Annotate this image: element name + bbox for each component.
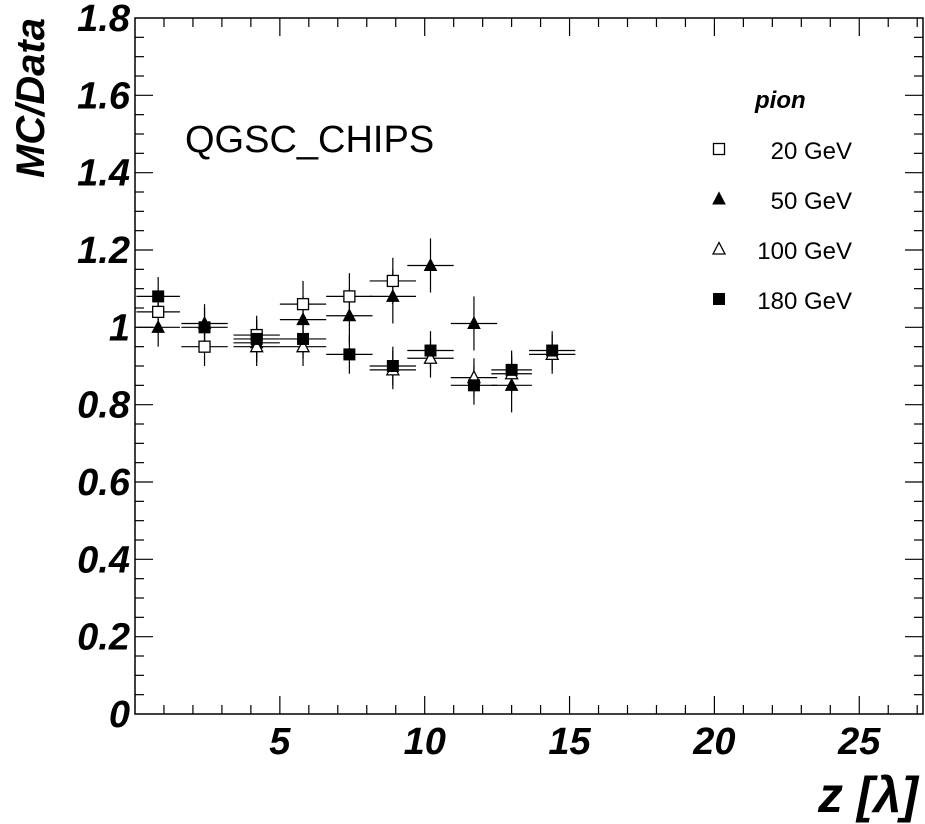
y-tick-label: 1.4 [77,153,130,195]
legend-entry-label: 100 GeV [757,238,852,265]
data-markers [151,257,560,392]
y-tick-label: 1.2 [77,230,130,272]
data-point [152,290,165,303]
data-point [386,360,399,372]
x-axis-label: z [λ] [817,767,920,823]
data-point [423,350,438,364]
legend-title: pion [754,87,806,114]
legend-marker [712,191,726,205]
data-point [198,321,211,334]
legend-entries: 20 GeV 50 GeV 100 GeV 180 GeV [711,138,852,315]
data-point [296,312,310,326]
model-annotation: QGSC_CHIPS [185,119,434,161]
legend: pion 20 GeV 50 GeV 100 GeV 180 GeV [711,87,852,315]
y-tick-label: 1.6 [77,75,131,117]
data-point [151,319,166,333]
data-point [504,377,519,391]
y-tick-label: 1 [109,307,130,349]
legend-entry: 180 GeV [713,288,852,315]
y-tick-label: 0.6 [77,462,131,504]
data-point [249,338,264,353]
y-tick-label: 0.2 [77,617,130,659]
y-tick-label: 0 [109,694,130,736]
data-point [467,379,480,392]
data-point [505,363,518,376]
axis-tick-labels: 5 10 15 20 25 0 0.2 0.4 0.6 0.8 1 1.2 1.4 1.6 1.8 [77,0,881,763]
y-axis-label: MC/Data [9,18,53,178]
x-tick-label: 25 [837,721,881,763]
legend-entry: 50 GeV [712,188,852,215]
x-tick-label: 10 [404,721,446,763]
data-point [423,257,438,271]
data-point [467,315,481,329]
data-point [424,344,437,357]
legend-marker [711,241,727,255]
legend-entry-label: 50 GeV [771,188,852,215]
x-tick-label: 15 [548,721,591,763]
legend-marker [712,142,726,156]
data-point [295,338,311,353]
data-point [546,344,559,357]
y-tick-label: 0.4 [77,539,130,581]
data-point [342,308,357,322]
data-point [386,274,399,288]
x-tick-label: 5 [269,721,291,763]
data-point [198,340,211,353]
y-tick-label: 0.8 [77,385,131,427]
legend-entry: 20 GeV [712,138,852,165]
data-point [343,348,356,361]
axis-ticks [135,18,923,714]
data-point [296,297,310,311]
data-point [250,332,263,345]
legend-entry-label: 180 GeV [757,288,852,315]
legend-entry-label: 20 GeV [771,138,852,165]
data-point [297,332,310,345]
data-point [343,290,356,303]
data-point [152,305,165,319]
x-tick-label: 20 [692,721,735,763]
data-point [386,288,400,302]
legend-marker [713,293,725,305]
legend-entry: 100 GeV [711,238,852,265]
y-tick-label: 1.8 [77,0,131,40]
